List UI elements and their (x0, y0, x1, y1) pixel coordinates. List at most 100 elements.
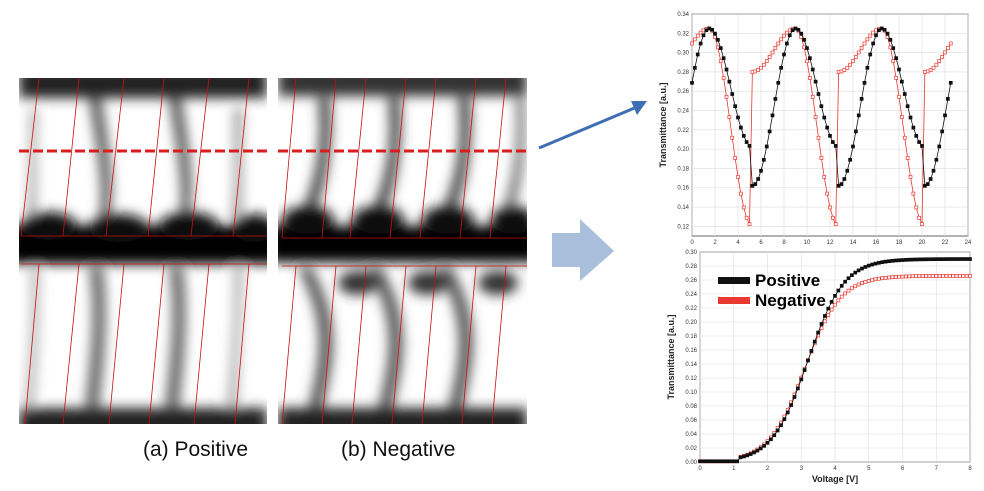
point-positive (765, 440, 770, 445)
point-positive (802, 368, 807, 372)
point-positive (735, 459, 739, 464)
point-positive (806, 358, 810, 363)
point-negative (733, 156, 737, 160)
point-positive (721, 459, 726, 464)
point-positive (802, 37, 806, 42)
point-positive (908, 115, 913, 120)
point-positive (870, 262, 874, 267)
point-negative (724, 94, 729, 99)
x-tick-label: 10 (804, 240, 811, 246)
point-negative (866, 279, 871, 283)
point-positive (839, 283, 844, 288)
point-positive (747, 144, 752, 148)
point-positive (854, 129, 858, 134)
x-tick-label: 4 (833, 466, 837, 472)
point-positive (917, 140, 921, 144)
y-tick-label: 0.12 (677, 224, 689, 230)
point-negative (900, 274, 905, 279)
point-positive (755, 448, 760, 453)
point-positive (831, 140, 835, 144)
point-negative (776, 41, 781, 46)
x-tick-label: 20 (919, 240, 926, 246)
point-positive (733, 104, 737, 109)
point-negative (690, 41, 694, 46)
point-negative (946, 46, 950, 50)
point-positive (944, 257, 949, 261)
point-negative (805, 59, 809, 64)
point-negative (836, 298, 841, 303)
point-positive (770, 113, 775, 118)
point-negative (900, 115, 904, 119)
point-negative (770, 50, 775, 55)
y-tick-label: 0.04 (685, 432, 697, 438)
point-positive (887, 259, 891, 264)
point-negative (721, 76, 726, 80)
point-positive (947, 257, 952, 261)
point-negative (968, 273, 972, 278)
point-negative (739, 191, 743, 196)
point-negative (762, 62, 766, 67)
point-positive (859, 97, 864, 101)
point-positive (914, 134, 919, 138)
point-positive (873, 261, 878, 266)
point-negative (741, 205, 746, 210)
point-positive (775, 428, 780, 433)
point-positive (894, 56, 898, 61)
point-negative (964, 273, 969, 278)
x-axis-label: Voltage [V] (812, 474, 858, 484)
point-negative (863, 280, 868, 284)
point-negative (759, 65, 763, 70)
point-positive (833, 294, 837, 298)
point-positive (718, 459, 723, 464)
y-tick-label: 0.18 (677, 166, 689, 172)
point-negative (917, 274, 922, 278)
y-tick-label: 0.28 (685, 264, 697, 270)
point-positive (762, 443, 766, 448)
point-positive (708, 459, 712, 464)
point-positive (819, 104, 824, 109)
point-negative (718, 59, 723, 64)
point-positive (910, 257, 915, 262)
point-positive (796, 27, 801, 32)
point-positive (905, 104, 910, 109)
point-negative (767, 55, 772, 59)
y-axis-label: Transmittance [a.u.] (658, 82, 668, 167)
point-positive (877, 260, 881, 265)
point-positive (759, 168, 763, 173)
point-positive (701, 33, 706, 38)
point-positive (920, 144, 924, 148)
point-positive (819, 322, 824, 326)
point-negative (862, 41, 867, 46)
point-negative (816, 135, 821, 140)
point-positive (690, 80, 694, 85)
point-negative (940, 55, 944, 59)
point-positive (785, 410, 790, 415)
point-negative (948, 41, 953, 46)
point-positive (882, 27, 887, 32)
point-negative (785, 30, 789, 35)
y-tick-label: 0.22 (685, 306, 697, 312)
x-tick-label: 16 (873, 240, 880, 246)
point-positive (809, 349, 814, 353)
y-axis-label: Transmittance [a.u.] (666, 314, 676, 399)
point-positive (736, 115, 740, 120)
y-tick-label: 0.26 (685, 278, 697, 284)
point-positive (880, 260, 885, 265)
point-positive (742, 454, 746, 459)
point-positive (808, 56, 812, 61)
point-positive (946, 97, 950, 101)
point-negative (914, 205, 919, 210)
y-tick-label: 0.02 (685, 446, 697, 452)
point-positive (721, 56, 726, 61)
point-negative (951, 273, 955, 278)
point-positive (716, 37, 720, 42)
point-positive (799, 31, 804, 36)
point-positive (871, 41, 875, 46)
point-positive (874, 33, 878, 38)
point-positive (825, 125, 829, 130)
point-positive (799, 377, 804, 382)
point-positive (961, 257, 966, 261)
point-negative (845, 65, 850, 70)
point-positive (931, 257, 935, 262)
point-positive (752, 450, 756, 455)
